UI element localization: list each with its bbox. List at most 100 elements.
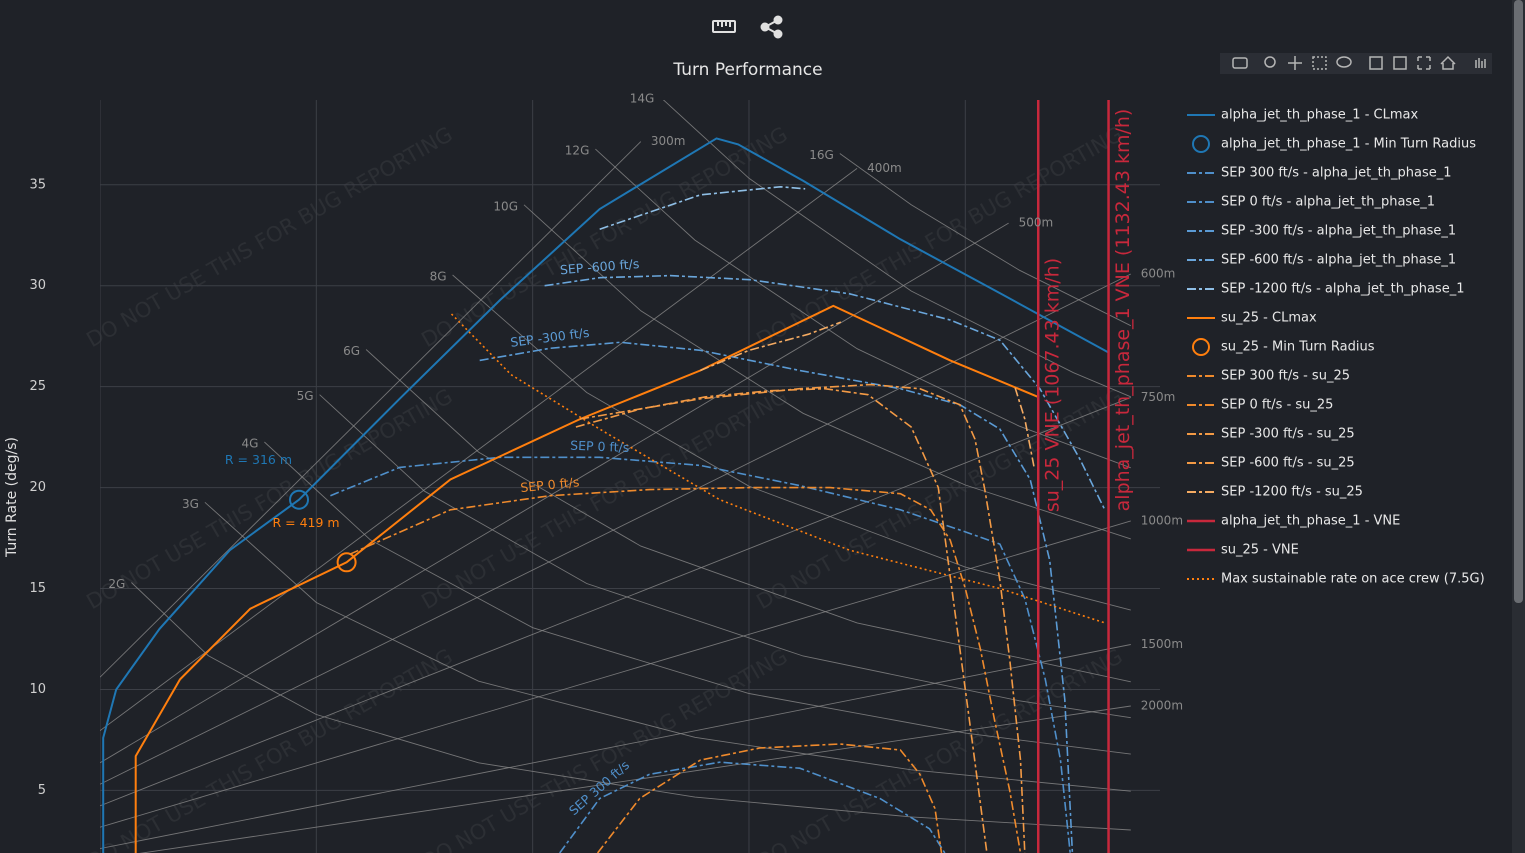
load-factor-label: 12G bbox=[565, 144, 590, 158]
y-tick-label: 10 bbox=[29, 682, 46, 697]
plot-area bbox=[100, 100, 1160, 853]
legend-item[interactable]: SEP -600 ft/s - alpha_jet_th_phase_1 bbox=[1187, 253, 1456, 268]
y-tick-label: 20 bbox=[29, 480, 46, 495]
legend-label: SEP 300 ft/s - su_25 bbox=[1221, 369, 1350, 384]
radius-line bbox=[100, 222, 1009, 764]
radius-line bbox=[100, 520, 1131, 828]
legend-label: SEP -300 ft/s - su_25 bbox=[1221, 427, 1355, 442]
legend-item[interactable]: alpha_jet_th_phase_1 - Min Turn Radius bbox=[1192, 135, 1476, 153]
series-line bbox=[134, 304, 1039, 853]
load-factor-label: 4G bbox=[241, 436, 258, 450]
curve-label: SEP 0 ft/s bbox=[520, 474, 580, 495]
radius-label: 1500m bbox=[1141, 637, 1183, 651]
legend-label: alpha_jet_th_phase_1 - VNE bbox=[1221, 514, 1400, 529]
load-factor-label: 10G bbox=[493, 199, 518, 213]
radius-label: 300m bbox=[651, 134, 686, 148]
legend-label: alpha_jet_th_phase_1 - Min Turn Radius bbox=[1221, 137, 1476, 152]
load-factor-label: 2G bbox=[108, 577, 125, 591]
pan-button[interactable] bbox=[1288, 56, 1302, 70]
legend-label: SEP -1200 ft/s - su_25 bbox=[1221, 485, 1363, 500]
radius-line bbox=[100, 273, 1131, 785]
legend-label: SEP -300 ft/s - alpha_jet_th_phase_1 bbox=[1221, 224, 1456, 239]
vne-label: alpha_jet_th_phase_1 VNE (1132.43 km/h) bbox=[1112, 109, 1134, 512]
legend-label: su_25 - Min Turn Radius bbox=[1221, 340, 1375, 355]
y-axis-title: Turn Rate (deg/s) bbox=[4, 437, 20, 558]
legend-label: SEP -600 ft/s - alpha_jet_th_phase_1 bbox=[1221, 253, 1456, 268]
legend-label: su_25 - VNE bbox=[1221, 543, 1299, 558]
legend-item[interactable]: SEP 300 ft/s - alpha_jet_th_phase_1 bbox=[1187, 166, 1452, 181]
load-factor-line bbox=[523, 204, 1131, 540]
radius-label: 500m bbox=[1019, 216, 1054, 230]
legend-item[interactable]: SEP -300 ft/s - su_25 bbox=[1187, 427, 1355, 442]
series-line bbox=[699, 321, 1036, 470]
zoom-in-button[interactable] bbox=[1369, 56, 1383, 70]
legend-swatch bbox=[1192, 135, 1210, 153]
y-tick-label: 5 bbox=[38, 783, 46, 798]
min-radius-marker bbox=[336, 552, 357, 573]
radius-line bbox=[100, 168, 858, 732]
series-line bbox=[479, 341, 1074, 853]
series-line bbox=[596, 743, 943, 853]
radius-label: 2000m bbox=[1141, 699, 1183, 713]
curve-label: SEP -600 ft/s bbox=[559, 256, 639, 277]
legend-item[interactable]: SEP -1200 ft/s - alpha_jet_th_phase_1 bbox=[1187, 282, 1464, 297]
series-line bbox=[102, 137, 1109, 853]
legend-item[interactable]: SEP -300 ft/s - alpha_jet_th_phase_1 bbox=[1187, 224, 1456, 239]
load-factor-line bbox=[839, 153, 1132, 327]
autoscale-button[interactable] bbox=[1417, 56, 1431, 70]
load-factor-label: 6G bbox=[343, 344, 360, 358]
vne-label: su_25 VNE (1067.43 km/h) bbox=[1042, 258, 1064, 512]
radius-line bbox=[100, 644, 1131, 850]
radius-line bbox=[100, 141, 642, 678]
legend-item[interactable]: SEP 0 ft/s - alpha_jet_th_phase_1 bbox=[1187, 195, 1435, 210]
legend-item[interactable]: alpha_jet_th_phase_1 - VNE bbox=[1187, 514, 1400, 529]
legend-item[interactable]: su_25 - CLmax bbox=[1187, 311, 1317, 326]
scrollbar-thumb[interactable] bbox=[1514, 0, 1523, 603]
logo bbox=[1475, 58, 1486, 68]
load-factor-label: 14G bbox=[630, 91, 655, 105]
select-button[interactable] bbox=[1312, 56, 1327, 70]
legend-item[interactable]: Max sustainable rate on ace crew (7.5G) bbox=[1187, 572, 1485, 587]
modebar-icons bbox=[1232, 55, 1486, 70]
load-factor-line bbox=[595, 148, 1131, 469]
legend-label: su_25 - CLmax bbox=[1221, 311, 1317, 326]
legend-item[interactable]: SEP -600 ft/s - su_25 bbox=[1187, 456, 1355, 471]
legend-label: SEP 0 ft/s - su_25 bbox=[1221, 398, 1333, 413]
camera-button[interactable] bbox=[1232, 57, 1248, 69]
legend-item[interactable]: su_25 - Min Turn Radius bbox=[1192, 338, 1375, 356]
y-tick-label: 25 bbox=[29, 379, 46, 394]
load-factor-line bbox=[365, 349, 1131, 683]
reset-button[interactable] bbox=[1440, 55, 1456, 70]
series-line bbox=[559, 761, 946, 853]
series-line bbox=[544, 274, 1106, 511]
ruler-icon[interactable] bbox=[712, 20, 736, 33]
legend-item[interactable]: SEP -1200 ft/s - su_25 bbox=[1187, 485, 1363, 500]
series-line bbox=[349, 486, 1022, 853]
legend-item[interactable]: su_25 - VNE bbox=[1187, 543, 1299, 558]
curve-label: SEP 0 ft/s bbox=[570, 438, 630, 455]
legend-label: SEP -600 ft/s - su_25 bbox=[1221, 456, 1355, 471]
zoom-button[interactable] bbox=[1264, 56, 1276, 68]
load-factor-label: 16G bbox=[809, 148, 834, 162]
load-factor-line bbox=[452, 274, 1131, 611]
share-icon[interactable] bbox=[760, 15, 783, 39]
legend-item[interactable]: alpha_jet_th_phase_1 - CLmax bbox=[1187, 108, 1418, 123]
radius-label: 750m bbox=[1141, 390, 1176, 404]
zoom-out-button[interactable] bbox=[1393, 56, 1407, 70]
load-factor-label: 8G bbox=[430, 270, 447, 284]
y-tick-label: 35 bbox=[29, 177, 46, 192]
radius-label: 1000m bbox=[1141, 513, 1183, 527]
lasso-button[interactable] bbox=[1336, 56, 1352, 68]
legend-item[interactable]: SEP 0 ft/s - su_25 bbox=[1187, 398, 1333, 413]
legend-item[interactable]: SEP 300 ft/s - su_25 bbox=[1187, 369, 1350, 384]
series-line bbox=[575, 387, 988, 853]
radius-label: 400m bbox=[867, 161, 902, 175]
radius-label: 600m bbox=[1141, 267, 1176, 281]
legend-label: alpha_jet_th_phase_1 - CLmax bbox=[1221, 108, 1418, 123]
min-radius-label: R = 316 m bbox=[225, 452, 292, 467]
legend-label: SEP 0 ft/s - alpha_jet_th_phase_1 bbox=[1221, 195, 1435, 210]
radius-line bbox=[100, 396, 1131, 807]
